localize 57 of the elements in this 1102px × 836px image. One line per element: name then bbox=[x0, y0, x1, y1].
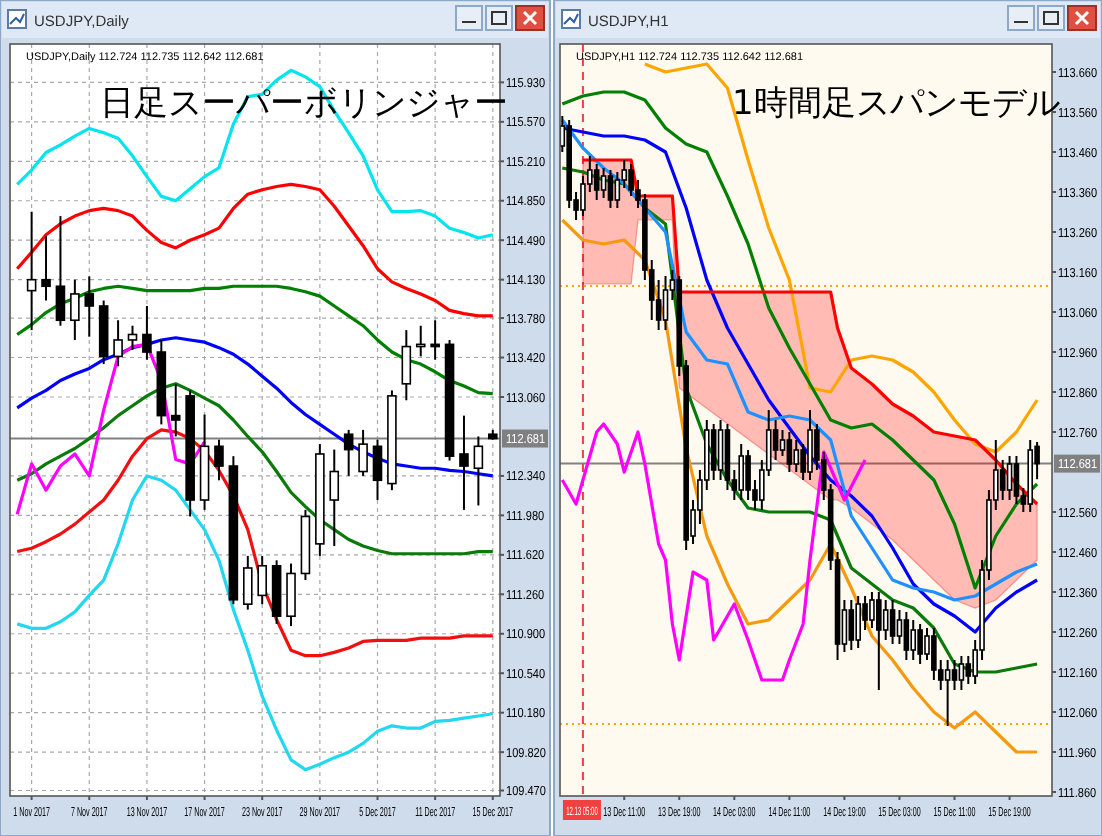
line-series bbox=[15, 284, 495, 396]
line-series bbox=[581, 158, 1039, 506]
candlestick bbox=[958, 655, 965, 691]
candlestick bbox=[55, 215, 66, 327]
candlestick bbox=[459, 414, 469, 511]
candlestick bbox=[286, 562, 296, 628]
candlestick bbox=[910, 619, 917, 661]
candlestick bbox=[848, 599, 855, 651]
candlestick bbox=[876, 591, 882, 691]
candlestick bbox=[607, 169, 614, 209]
candlestick bbox=[358, 428, 368, 477]
candlestick bbox=[473, 435, 484, 507]
candlestick bbox=[214, 438, 224, 482]
candlestick bbox=[951, 659, 958, 691]
candlestick bbox=[84, 275, 95, 338]
candlestick bbox=[793, 439, 800, 473]
candlestick bbox=[142, 304, 152, 361]
line-series bbox=[15, 428, 495, 658]
candlestick bbox=[113, 319, 123, 368]
candlestick bbox=[257, 554, 268, 606]
candlestick bbox=[70, 278, 80, 341]
candlestick bbox=[662, 275, 669, 331]
candlestick bbox=[127, 324, 138, 351]
line-series bbox=[15, 182, 495, 318]
line-series bbox=[560, 422, 867, 682]
line-series bbox=[560, 218, 1039, 754]
candlestick bbox=[170, 382, 181, 438]
candlestick bbox=[807, 409, 813, 481]
candlestick bbox=[779, 429, 786, 457]
candlestick bbox=[903, 611, 910, 661]
candlestick bbox=[26, 210, 37, 332]
candlestick bbox=[1013, 455, 1020, 505]
candlestick bbox=[786, 431, 793, 473]
candlestick bbox=[710, 423, 717, 481]
line-series bbox=[15, 68, 495, 240]
candlestick bbox=[882, 599, 889, 641]
candlestick bbox=[869, 591, 875, 629]
candlestick bbox=[896, 609, 903, 645]
candlestick bbox=[343, 428, 354, 477]
candlestick bbox=[889, 599, 896, 645]
candlestick bbox=[600, 167, 607, 199]
candlestick bbox=[372, 438, 383, 502]
candlestick bbox=[329, 448, 340, 548]
candlestick bbox=[738, 443, 744, 501]
candlestick bbox=[717, 419, 724, 481]
line-series bbox=[15, 382, 495, 556]
candlestick bbox=[593, 163, 600, 201]
line-series bbox=[15, 474, 495, 772]
candlestick bbox=[855, 595, 861, 649]
candlestick bbox=[965, 655, 972, 685]
candlestick bbox=[242, 554, 253, 611]
candlestick bbox=[999, 459, 1006, 501]
candlestick bbox=[917, 623, 923, 665]
candlestick bbox=[41, 234, 51, 302]
candlestick bbox=[401, 329, 412, 402]
candlestick bbox=[1006, 455, 1013, 501]
candlestick bbox=[944, 659, 951, 727]
